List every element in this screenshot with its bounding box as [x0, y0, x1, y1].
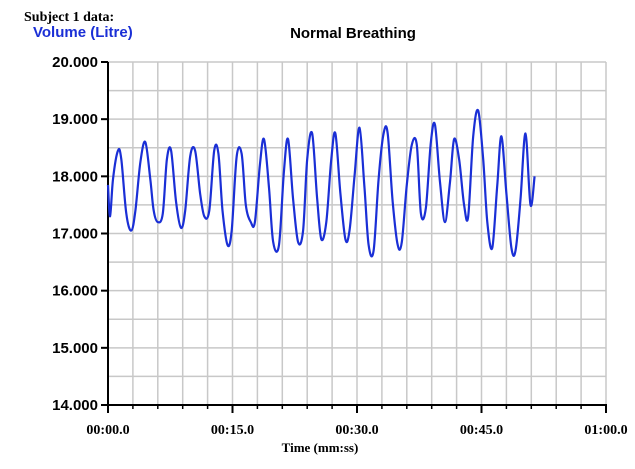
- y-tick-label: 19.000: [52, 111, 98, 128]
- x-axis-label: Time (mm:ss): [282, 440, 359, 455]
- series-line-volume: [106, 108, 536, 258]
- x-tick-label: 01:00.0: [584, 423, 627, 438]
- y-axis-ticks: 14.000 15.000 16.000 17.000 18.000 19.000 20.0…: [52, 54, 108, 414]
- x-tick-label: 00:45.0: [460, 423, 503, 438]
- y-tick-label: 16.000: [52, 283, 98, 300]
- series-label: Volume (Litre): [33, 24, 133, 41]
- y-tick-label: 17.000: [52, 226, 98, 243]
- y-tick-label: 15.000: [52, 340, 98, 357]
- series-group: [106, 108, 536, 258]
- x-tick-label: 00:15.0: [211, 423, 254, 438]
- x-tick-label: 00:00.0: [86, 423, 129, 438]
- y-tick-label: 18.000: [52, 168, 98, 185]
- x-axis-ticks: 00:00.0 00:15.0 00:30.0 00:45.0 01:00.0: [86, 405, 628, 438]
- y-tick-label: 20.000: [52, 54, 98, 71]
- grid: [108, 61, 607, 405]
- x-tick-label: 00:30.0: [335, 423, 378, 438]
- chart-title: Normal Breathing: [290, 25, 416, 42]
- subject-label: Subject 1 data:: [24, 10, 114, 25]
- y-tick-label: 14.000: [52, 397, 98, 414]
